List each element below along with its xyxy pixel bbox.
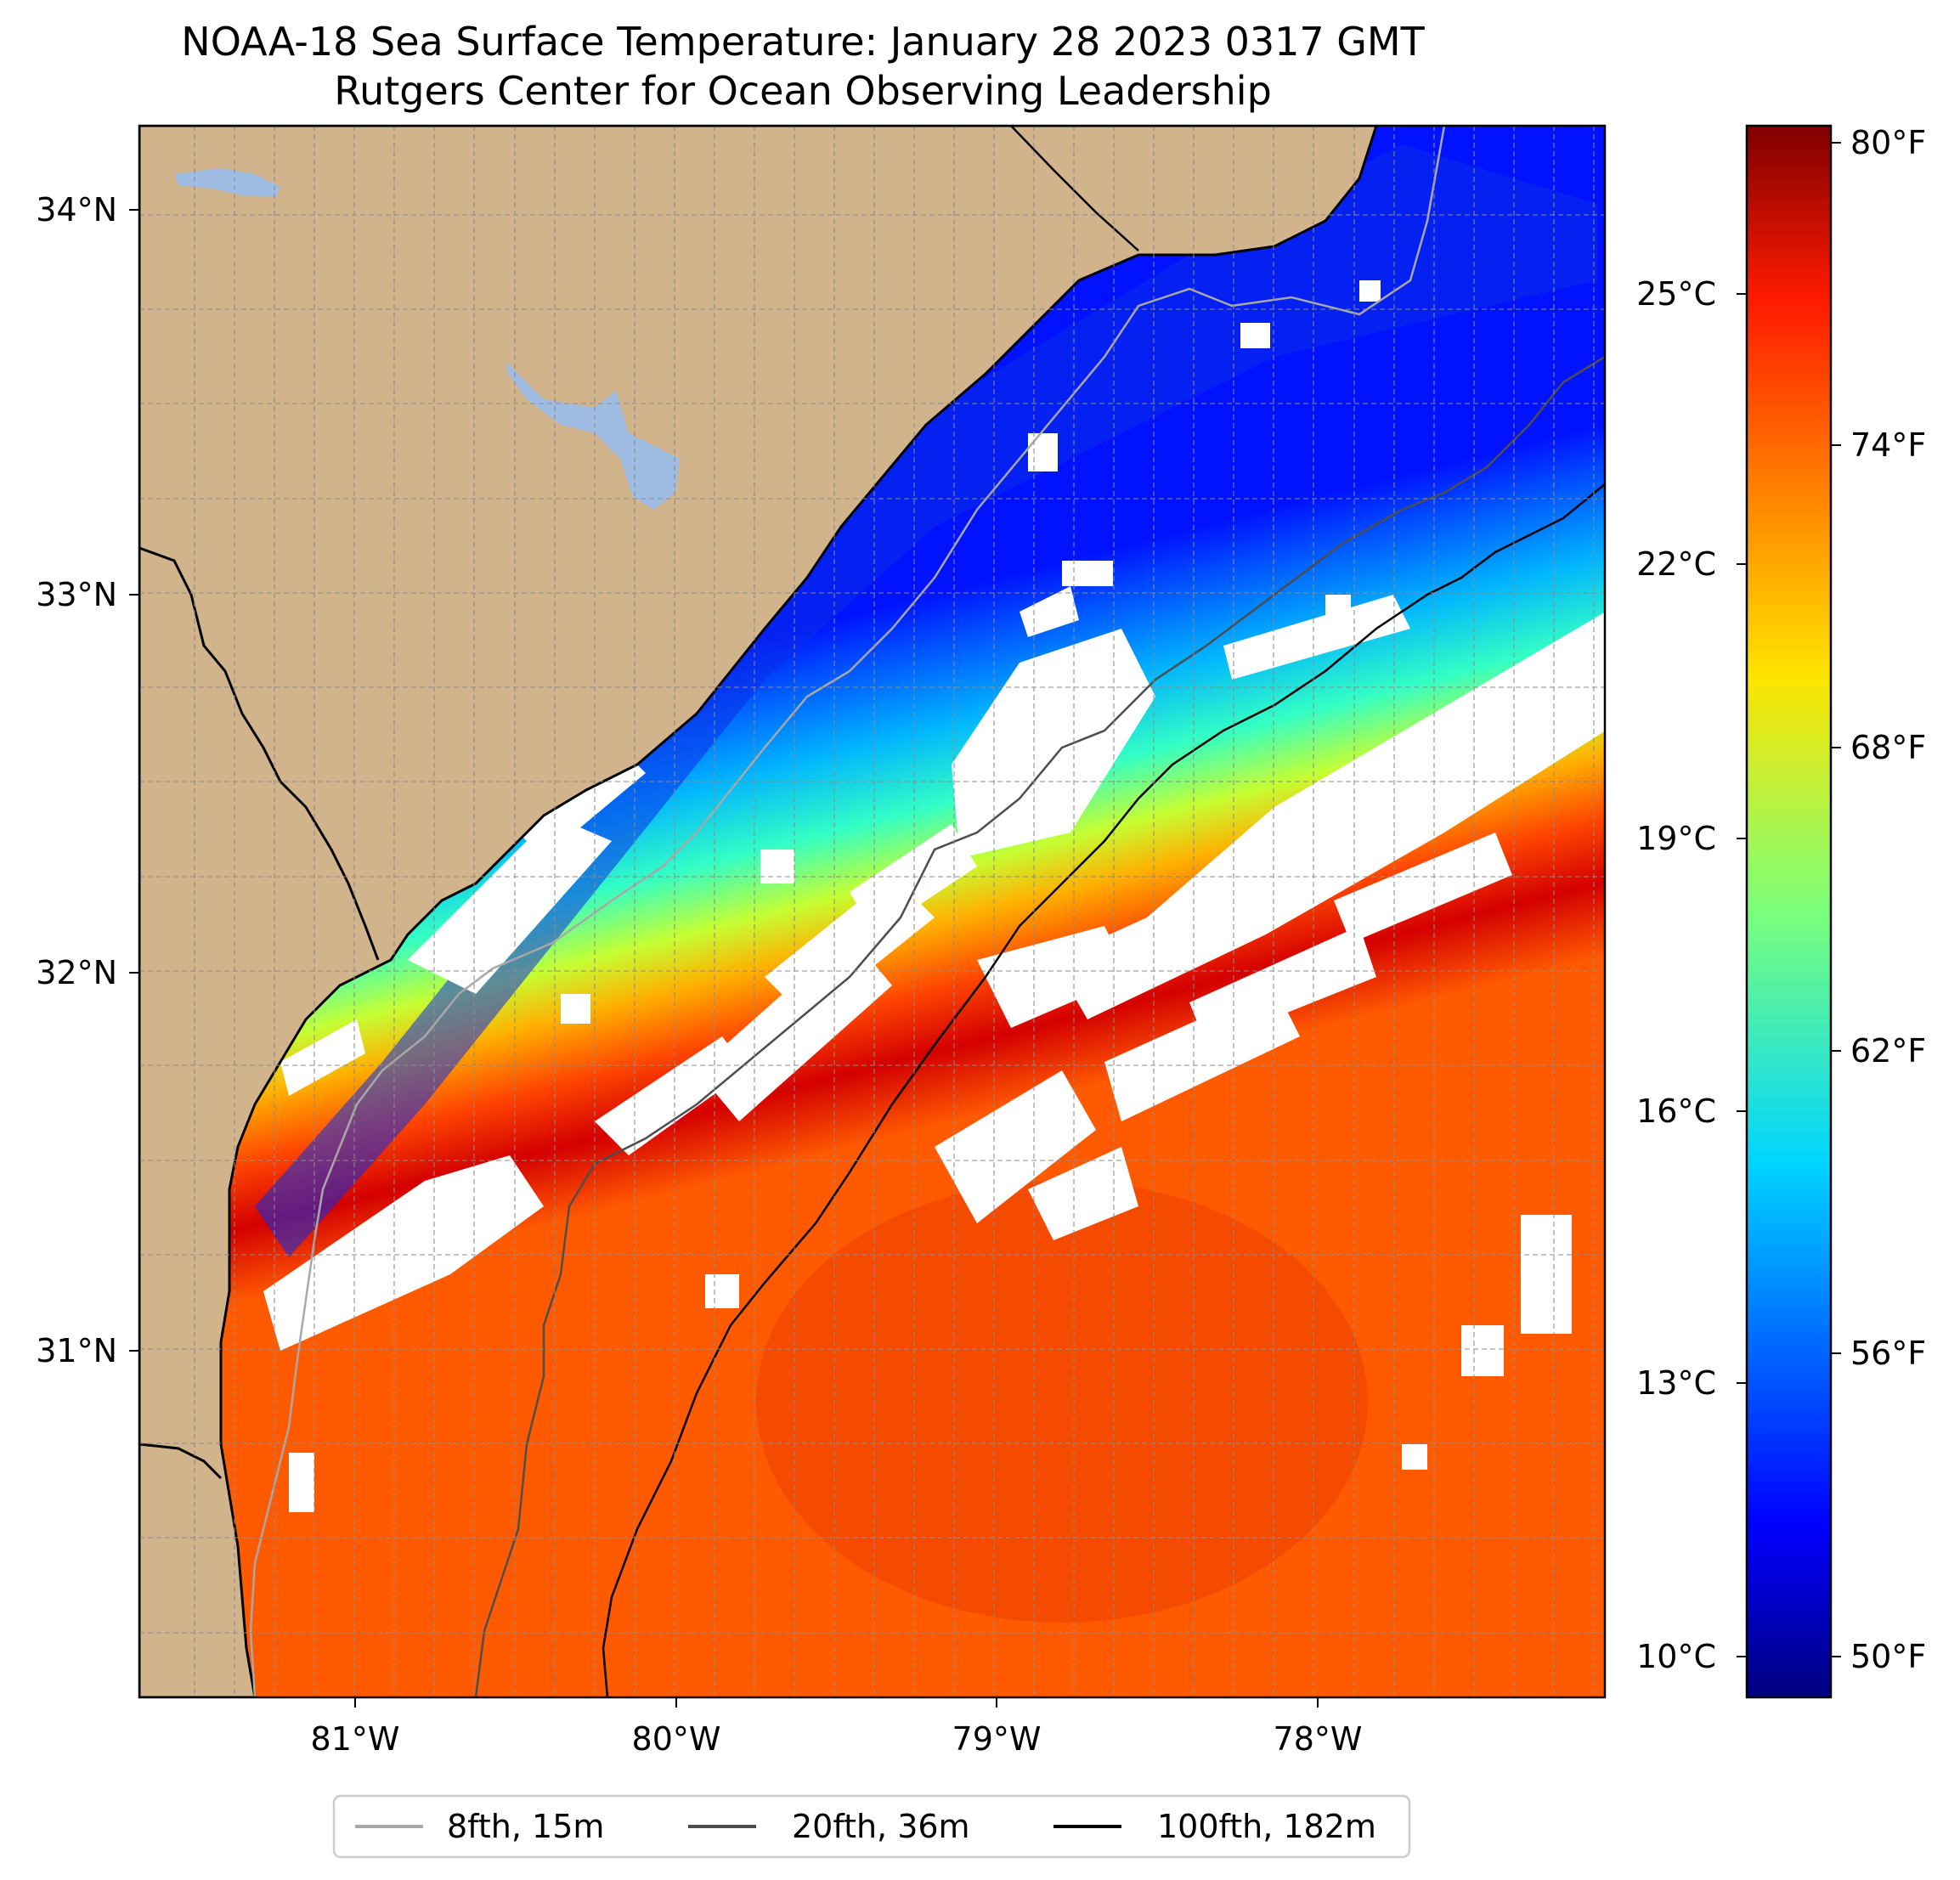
colorbar-celsius-label: 19°C: [1636, 820, 1716, 857]
isobath-36m: [474, 355, 1605, 1697]
lat-tick-label: 32°N: [36, 954, 117, 991]
lat-tick-label: 33°N: [36, 576, 117, 613]
lon-tick-label: 81°W: [311, 1720, 400, 1758]
colorbar: [1745, 124, 1833, 1699]
axis-ticks: [129, 209, 1319, 1708]
map-frame: [138, 124, 1607, 1699]
isobath-182m: [602, 483, 1605, 1697]
lake-marion: [506, 361, 680, 510]
warm-water-region: [756, 1181, 1368, 1623]
colorbar-celsius-label: 22°C: [1636, 545, 1716, 583]
legend-label: 8fth, 15m: [447, 1808, 604, 1845]
legend-box: [332, 1794, 1411, 1859]
isobath-legend: 8fth, 15m 20fth, 36m 100fth, 182m: [332, 1794, 1411, 1859]
colorbar-fahrenheit-label: 80°F: [1850, 124, 1926, 161]
colorbar-fahrenheit-label: 56°F: [1850, 1335, 1926, 1372]
colorbar-fahrenheit-label: 62°F: [1850, 1032, 1926, 1070]
lon-tick-label: 79°W: [952, 1720, 1042, 1758]
colorbar-celsius-label: 10°C: [1636, 1638, 1716, 1675]
lon-tick-label: 80°W: [632, 1720, 721, 1758]
colorbar-celsius-label: 25°C: [1636, 275, 1716, 313]
state-border-sc-ga: [139, 546, 380, 961]
colorbar-fahrenheit-label: 74°F: [1850, 426, 1926, 464]
map-plot-area: [139, 126, 1605, 1697]
legend-label: 100fth, 182m: [1157, 1808, 1376, 1845]
lon-tick-label: 78°W: [1274, 1720, 1363, 1758]
lake-1: [174, 168, 280, 197]
state-border-ga-fl: [139, 1442, 223, 1480]
gridlines: [139, 126, 1605, 1697]
colorbar-fahrenheit-label: 50°F: [1850, 1638, 1926, 1675]
chart-title: NOAA-18 Sea Surface Temperature: January…: [181, 19, 1425, 65]
lat-tick-label: 31°N: [36, 1332, 117, 1369]
colorbar-fahrenheit-label: 68°F: [1850, 729, 1926, 766]
colorbar-celsius-label: 16°C: [1636, 1092, 1716, 1130]
isobath-15m: [249, 126, 1446, 1697]
lat-tick-label: 34°N: [36, 191, 117, 229]
colorbar-ticks: [1737, 142, 1841, 1657]
land-mass: [139, 126, 1378, 1697]
colorbar-celsius-label: 13°C: [1636, 1364, 1716, 1402]
chart-subtitle: Rutgers Center for Ocean Observing Leade…: [334, 68, 1272, 114]
legend-label: 20fth, 36m: [792, 1808, 970, 1845]
state-border-nc-sc: [1010, 126, 1139, 251]
cold-shelf-water: [255, 144, 1597, 1257]
